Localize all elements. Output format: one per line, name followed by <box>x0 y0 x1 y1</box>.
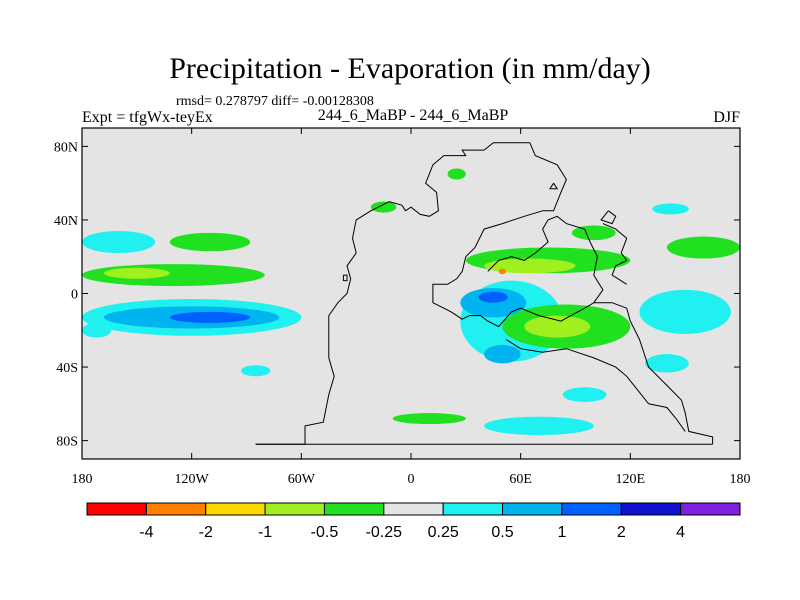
region-pacific-south-cyan <box>241 365 271 377</box>
y-tick-label: 40N <box>54 214 78 229</box>
colorbar-label: 2 <box>617 524 626 541</box>
region-pacific-nw-cyan <box>82 230 156 254</box>
region-pacific-equatorial-blue <box>169 311 251 323</box>
colorbar-label: -4 <box>139 524 153 541</box>
region-indian-ocean-darkblue <box>478 291 508 303</box>
x-tick-label: 180 <box>72 472 93 487</box>
coastline-north-china <box>600 210 617 225</box>
region-west-pacific-cyan <box>639 289 731 334</box>
x-tick-label: 120W <box>175 472 210 487</box>
colorbar-swatch <box>561 502 622 516</box>
y-axis: 80N 40N 0 40S 80S <box>54 140 740 450</box>
y-tick-label: 40S <box>56 361 78 376</box>
region-arctic-green <box>447 168 466 180</box>
region-southern-ocean-cyan <box>484 416 594 436</box>
coastline-arctic-isle <box>548 182 559 190</box>
colorbar-swatch <box>205 502 266 516</box>
coastline-east-pangaea <box>626 308 714 445</box>
colorbar-label: 1 <box>557 524 566 541</box>
coastline-pangaea-north <box>405 142 567 217</box>
colorbar-swatch <box>680 502 741 516</box>
coastline-tethys-coast <box>432 210 627 328</box>
experiment-label: Expt = tfgWx-teyEx <box>82 109 213 126</box>
colorbar-label: -1 <box>258 524 272 541</box>
colorbar-swatch <box>620 502 682 516</box>
colorbar-swatch <box>145 502 207 516</box>
region-asia-lightgreen <box>484 258 576 274</box>
field-contours <box>82 168 740 436</box>
region-southern-ocean-cyan-2 <box>562 387 607 402</box>
x-tick-label: 180 <box>730 472 751 487</box>
x-tick-label: 0 <box>408 472 415 487</box>
region-indian-south-blue <box>484 344 521 364</box>
region-west-pacific-green <box>666 236 740 259</box>
region-southern-ocean-green <box>392 413 466 425</box>
x-tick-label: 60E <box>509 472 532 487</box>
region-south-pacific-cyan-2 <box>644 354 689 373</box>
colorbar-label: -2 <box>199 524 213 541</box>
region-indian-central-lightgreen <box>524 315 591 338</box>
colorbar-swatch <box>442 502 504 516</box>
colorbar-label: 4 <box>676 524 685 541</box>
colorbar-swatch <box>383 502 444 516</box>
region-asia-orange-spot <box>498 268 507 275</box>
colorbar-label: 0.5 <box>491 524 513 541</box>
colorbar: -4 -2 -1 -0.5 -0.25 0.25 0.5 1 2 4 <box>86 502 741 541</box>
plot-background <box>82 128 740 459</box>
coastline-south-gondwana <box>505 339 686 432</box>
y-tick-label: 80S <box>56 435 78 450</box>
colorbar-swatch <box>502 502 563 516</box>
region-north-asia-green <box>571 225 616 241</box>
y-tick-label: 80N <box>54 140 78 155</box>
coastline-pangaea-west-coast <box>255 201 406 445</box>
chart-title: Precipitation - Evaporation (in mm/day) <box>169 52 651 85</box>
region-atlantic-north-green <box>370 201 397 213</box>
x-axis: 180 120W 60W 0 60E 120E 180 <box>72 128 751 487</box>
coastline-asia-block-2 <box>602 223 628 285</box>
colorbar-swatch <box>86 502 147 516</box>
colorbar-label: 0.25 <box>428 524 459 541</box>
region-pacific-sw-cyan <box>82 322 112 338</box>
colorbar-label: -0.25 <box>366 524 403 541</box>
region-north-cyan-far <box>652 203 689 215</box>
season-label: DJF <box>713 109 740 126</box>
colorbar-swatch <box>264 502 325 516</box>
stats-line: rmsd= 0.278797 diff= -0.00128308 <box>176 94 374 109</box>
case-label: 244_6_MaBP - 244_6_MaBP <box>317 107 509 124</box>
colorbar-label: -0.5 <box>311 524 339 541</box>
region-pacific-north-lightgreen <box>103 267 170 279</box>
region-pacific-nw-green <box>169 232 251 252</box>
coastline-west-isle <box>342 274 348 282</box>
colorbar-swatch <box>323 502 385 516</box>
coastlines <box>255 142 714 445</box>
x-tick-label: 60W <box>288 472 316 487</box>
coastline-asia-block-1 <box>487 215 604 303</box>
region-indian-ocean-blue <box>460 287 527 318</box>
x-tick-label: 120E <box>616 472 646 487</box>
y-tick-label: 0 <box>71 288 78 303</box>
